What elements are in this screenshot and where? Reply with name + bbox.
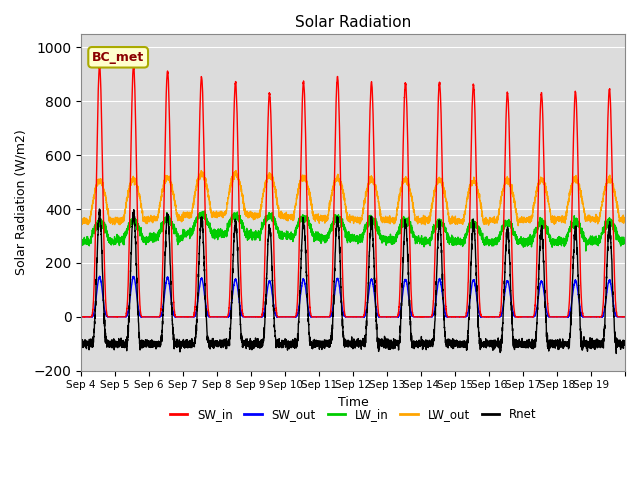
LW_in: [190, 226, 198, 231]
LW_out: [77, 218, 85, 224]
Rnet: [95, 206, 103, 212]
SW_in: [96, 63, 104, 69]
LW_in: [621, 237, 629, 242]
SW_out: [95, 274, 103, 279]
Legend: SW_in, SW_out, LW_in, LW_out, Rnet: SW_in, SW_out, LW_in, LW_out, Rnet: [165, 403, 541, 425]
SW_out: [529, 314, 537, 320]
SW_in: [403, 93, 410, 98]
SW_in: [77, 314, 85, 320]
LW_out: [403, 180, 410, 186]
LW_out: [529, 206, 537, 212]
X-axis label: Time: Time: [338, 396, 369, 409]
Rnet: [403, 223, 410, 228]
LW_in: [529, 234, 537, 240]
SW_in: [190, 312, 198, 318]
Rnet: [621, 339, 629, 345]
LW_in: [201, 208, 209, 214]
SW_out: [373, 311, 381, 316]
SW_out: [502, 281, 510, 287]
SW_out: [403, 278, 410, 284]
Line: SW_in: SW_in: [81, 66, 625, 317]
Y-axis label: Solar Radiation (W/m2): Solar Radiation (W/m2): [15, 130, 28, 275]
LW_in: [373, 228, 381, 234]
LW_in: [502, 221, 510, 227]
LW_in: [403, 216, 410, 221]
Rnet: [190, 343, 198, 349]
Rnet: [529, 338, 537, 344]
Rnet: [502, 233, 510, 239]
LW_in: [77, 237, 85, 242]
SW_out: [621, 314, 629, 320]
LW_out: [197, 168, 205, 173]
LW_in: [543, 228, 551, 233]
LW_out: [621, 217, 629, 223]
Line: LW_in: LW_in: [81, 211, 625, 251]
LW_in: [582, 248, 589, 254]
LW_out: [502, 180, 510, 185]
SW_out: [543, 309, 551, 315]
Title: Solar Radiation: Solar Radiation: [295, 15, 412, 30]
Rnet: [77, 336, 85, 342]
Rnet: [612, 350, 620, 356]
SW_in: [621, 314, 629, 320]
Line: SW_out: SW_out: [81, 276, 625, 317]
SW_out: [77, 314, 85, 320]
LW_out: [190, 198, 198, 204]
SW_in: [502, 105, 510, 111]
SW_in: [543, 289, 551, 295]
SW_in: [374, 294, 381, 300]
Rnet: [543, 331, 551, 337]
LW_out: [543, 192, 551, 198]
Rnet: [373, 337, 381, 343]
Line: LW_out: LW_out: [81, 170, 625, 226]
Line: Rnet: Rnet: [81, 209, 625, 353]
SW_in: [77, 314, 85, 320]
SW_out: [190, 314, 198, 320]
SW_in: [529, 314, 537, 320]
LW_out: [515, 223, 522, 228]
Text: BC_met: BC_met: [92, 51, 144, 64]
LW_out: [373, 192, 381, 198]
